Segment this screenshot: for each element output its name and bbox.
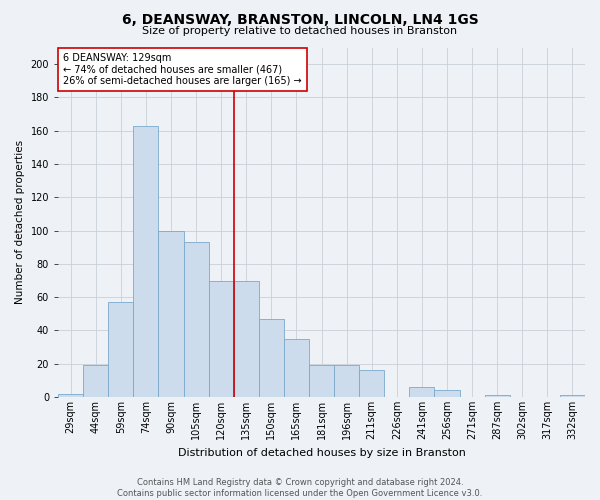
Bar [83, 366, 108, 397]
Bar [158, 230, 184, 397]
Text: Contains HM Land Registry data © Crown copyright and database right 2024.
Contai: Contains HM Land Registry data © Crown c… [118, 478, 482, 498]
X-axis label: Distribution of detached houses by size in Branston: Distribution of detached houses by size … [178, 448, 466, 458]
Bar [184, 242, 209, 397]
Bar [485, 396, 510, 397]
Bar [309, 366, 334, 397]
Bar [359, 370, 384, 397]
Bar [259, 319, 284, 397]
Bar [108, 302, 133, 397]
Bar [234, 280, 259, 397]
Bar [409, 387, 434, 397]
Bar [560, 396, 585, 397]
Text: 6, DEANSWAY, BRANSTON, LINCOLN, LN4 1GS: 6, DEANSWAY, BRANSTON, LINCOLN, LN4 1GS [122, 12, 478, 26]
Bar [209, 280, 234, 397]
Y-axis label: Number of detached properties: Number of detached properties [15, 140, 25, 304]
Bar [334, 366, 359, 397]
Bar [133, 126, 158, 397]
Bar [284, 339, 309, 397]
Text: Size of property relative to detached houses in Branston: Size of property relative to detached ho… [142, 26, 458, 36]
Bar [58, 394, 83, 397]
Bar [434, 390, 460, 397]
Text: 6 DEANSWAY: 129sqm
← 74% of detached houses are smaller (467)
26% of semi-detach: 6 DEANSWAY: 129sqm ← 74% of detached hou… [64, 52, 302, 86]
